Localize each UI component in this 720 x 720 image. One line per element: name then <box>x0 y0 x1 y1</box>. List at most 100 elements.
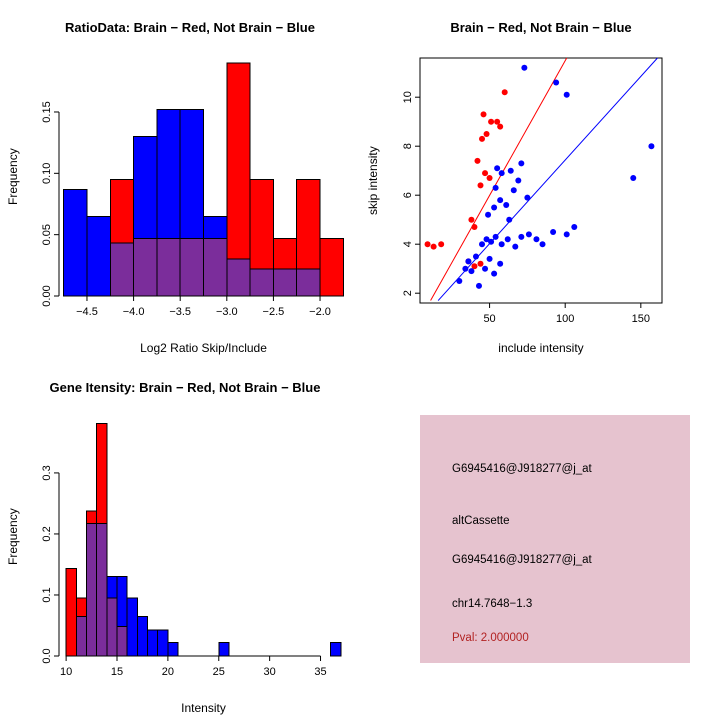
scatter-point-blue <box>498 241 505 248</box>
plot-box <box>419 57 663 304</box>
scatter-point-blue <box>506 216 513 223</box>
ratio-hist-title: RatioData: Brain − Red, Not Brain − Blue <box>65 20 315 35</box>
ratio-histogram-chart: −4.5 −4.0 −3.5 −3.0 −2.5 −2.0 0.00 0.05 0.10 0.15 <box>41 62 344 318</box>
x-tick-label: −4.5 <box>76 306 98 318</box>
scatter-point-blue <box>518 233 525 240</box>
x-tick-label: 20 <box>162 666 174 678</box>
y-tick-label: 10 <box>402 91 414 103</box>
y-tick-label: 0.00 <box>41 285 53 306</box>
scatter-point-red <box>501 89 508 96</box>
panel-ratio-histogram: RatioData: Brain − Red, Not Brain − Blue… <box>0 0 360 360</box>
hist-bar-overlap <box>296 268 321 297</box>
x-tick-label: 150 <box>632 313 650 325</box>
scatter-point-blue <box>553 79 560 86</box>
x-tick-label: −3.0 <box>216 306 238 318</box>
scatter-point-blue <box>492 184 499 191</box>
scatter-point-blue <box>491 204 498 211</box>
scatter-point-red <box>424 241 431 248</box>
scatter-point-blue <box>503 202 510 208</box>
hist-bar-blue <box>218 642 230 657</box>
hist-bar-overlap <box>272 268 298 297</box>
scatter-point-blue <box>468 268 475 275</box>
hist-bar-overlap <box>85 523 98 657</box>
hist-bar-overlap <box>75 615 87 657</box>
scatter-point-blue <box>482 265 489 272</box>
gene-info-box: G6945416@J918277@j_at altCassette G69454… <box>420 415 690 663</box>
y-tick-label: 0.05 <box>41 224 53 245</box>
scatter-point-red <box>486 175 493 182</box>
scatter-point-blue <box>494 165 501 172</box>
scatter-point-blue <box>507 167 514 174</box>
hist-bar-blue <box>63 188 88 297</box>
probe-id-line: G6945416@J918277@j_at <box>452 463 592 475</box>
ratio-hist-ylabel: Frequency <box>6 148 20 206</box>
scatter-point-blue <box>486 255 493 262</box>
hist-bar-red <box>319 237 344 297</box>
splice-type-line: altCassette <box>452 515 510 527</box>
scatter-point-blue <box>518 160 525 167</box>
scatter-point-blue <box>498 170 505 177</box>
scatter-point-blue <box>630 175 637 182</box>
scatter-point-red <box>477 260 484 267</box>
scatter-point-red <box>480 111 487 118</box>
hist-bar-overlap <box>249 268 274 297</box>
hist-bar-overlap <box>96 523 108 657</box>
x-tick-label: 35 <box>314 666 326 678</box>
hist-bar-overlap <box>116 626 128 657</box>
scatter-title: Brain − Red, Not Brain − Blue <box>450 20 632 35</box>
scatter-point-blue <box>533 236 540 243</box>
scatter-point-blue <box>510 187 517 194</box>
scatter-point-blue <box>475 282 482 289</box>
scatter-point-blue <box>648 143 655 150</box>
hist-bar-overlap <box>106 597 118 657</box>
gene-histogram-chart: 10 15 20 25 30 35 0.0 0.1 0.2 0.3 <box>41 422 342 678</box>
scatter-point-red <box>438 241 445 248</box>
gene-hist-xlabel: Intensity <box>181 701 226 715</box>
scatter-point-blue <box>563 91 570 98</box>
hist-bar-overlap <box>179 237 204 297</box>
scatter-point-blue <box>571 224 578 231</box>
y-tick-label: 4 <box>402 241 414 247</box>
gene-hist-title: Gene Itensity: Brain − Red, Not Brain − … <box>49 380 321 395</box>
scatter-point-red <box>494 118 501 125</box>
x-tick-label: −2.5 <box>263 306 285 318</box>
y-tick-label: 0.1 <box>41 587 53 602</box>
scatter-point-blue <box>491 270 498 277</box>
scatter-point-red <box>430 243 437 250</box>
hist-bar-blue <box>167 642 179 657</box>
intensity-scatter-chart: 50 100 150 2 4 6 8 10 <box>402 57 663 325</box>
scatter-point-blue <box>483 236 490 243</box>
scatter-point-blue <box>465 258 472 265</box>
hist-bar-overlap <box>133 237 158 297</box>
panel-gene-histogram: Gene Itensity: Brain − Red, Not Brain − … <box>0 360 360 720</box>
scatter-point-red <box>471 263 478 270</box>
scatter-ylabel: skip intensity <box>366 146 380 215</box>
scatter-point-blue <box>497 260 504 267</box>
scatter-point-blue <box>504 236 511 243</box>
scatter-point-blue <box>485 211 492 218</box>
pval-line: Pval: 2.000000 <box>452 632 529 644</box>
y-tick-label: 0.10 <box>41 163 53 184</box>
scatter-point-red <box>479 135 486 142</box>
hist-bar-blue <box>86 215 111 297</box>
y-tick-label: 0.15 <box>41 101 53 122</box>
x-tick-label: 30 <box>264 666 276 678</box>
y-tick-label: 8 <box>402 143 414 149</box>
y-tick-label: 2 <box>402 290 414 296</box>
scatter-point-blue <box>492 233 499 240</box>
y-tick-label: 0.0 <box>41 648 53 663</box>
scatter-point-red <box>483 130 490 137</box>
scatter-point-blue <box>525 231 532 238</box>
scatter-point-red <box>477 182 484 189</box>
scatter-point-blue <box>462 265 469 272</box>
hist-bar-overlap <box>203 237 228 297</box>
hist-bar-blue <box>147 629 159 657</box>
x-tick-label: −3.5 <box>169 306 191 318</box>
hist-bar-red <box>65 568 77 657</box>
hist-bar-blue <box>136 615 149 657</box>
x-tick-label: 10 <box>60 666 72 678</box>
regression-line-red <box>430 57 568 301</box>
y-tick-label: 0.3 <box>41 465 53 480</box>
hist-bar-blue <box>126 597 138 657</box>
